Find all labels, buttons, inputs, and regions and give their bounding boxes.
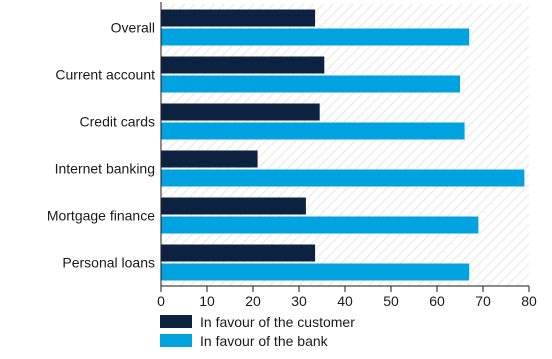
bar-in-favour-of-the-customer — [161, 103, 320, 121]
x-tick-label: 70 — [475, 293, 491, 309]
bar-in-favour-of-the-customer — [161, 244, 316, 262]
bar-in-favour-of-the-bank — [161, 75, 460, 93]
bar-in-favour-of-the-customer — [161, 56, 325, 74]
bar-in-favour-of-the-bank — [161, 216, 479, 234]
bar-in-favour-of-the-bank — [161, 122, 465, 140]
x-tick-label: 50 — [383, 293, 399, 309]
category-label: Current account — [55, 67, 155, 83]
category-label: Credit cards — [80, 114, 155, 130]
x-tick-label: 80 — [521, 293, 537, 309]
bar-in-favour-of-the-customer — [161, 9, 316, 27]
bar-in-favour-of-the-bank — [161, 169, 525, 187]
category-label: Mortgage finance — [47, 208, 155, 224]
bar-in-favour-of-the-bank — [161, 263, 470, 281]
x-tick-label: 60 — [429, 293, 445, 309]
legend-label-in-favour-of-the-customer: In favour of the customer — [200, 314, 355, 330]
bar-in-favour-of-the-customer — [161, 150, 258, 168]
bar-in-favour-of-the-bank — [161, 28, 470, 46]
legend-swatch-in-favour-of-the-bank — [160, 334, 192, 347]
x-tick-label: 40 — [337, 293, 353, 309]
x-tick-label: 20 — [245, 293, 261, 309]
category-label: Internet banking — [55, 161, 155, 177]
legend-label-in-favour-of-the-bank: In favour of the bank — [200, 333, 329, 349]
x-tick-label: 10 — [199, 293, 215, 309]
bar-in-favour-of-the-customer — [161, 197, 306, 215]
category-label: Overall — [111, 20, 155, 36]
x-tick-label: 0 — [157, 293, 165, 309]
plot-background — [161, 4, 529, 286]
legend-swatch-in-favour-of-the-customer — [160, 315, 192, 328]
category-label: Personal loans — [62, 255, 155, 271]
x-tick-label: 30 — [291, 293, 307, 309]
